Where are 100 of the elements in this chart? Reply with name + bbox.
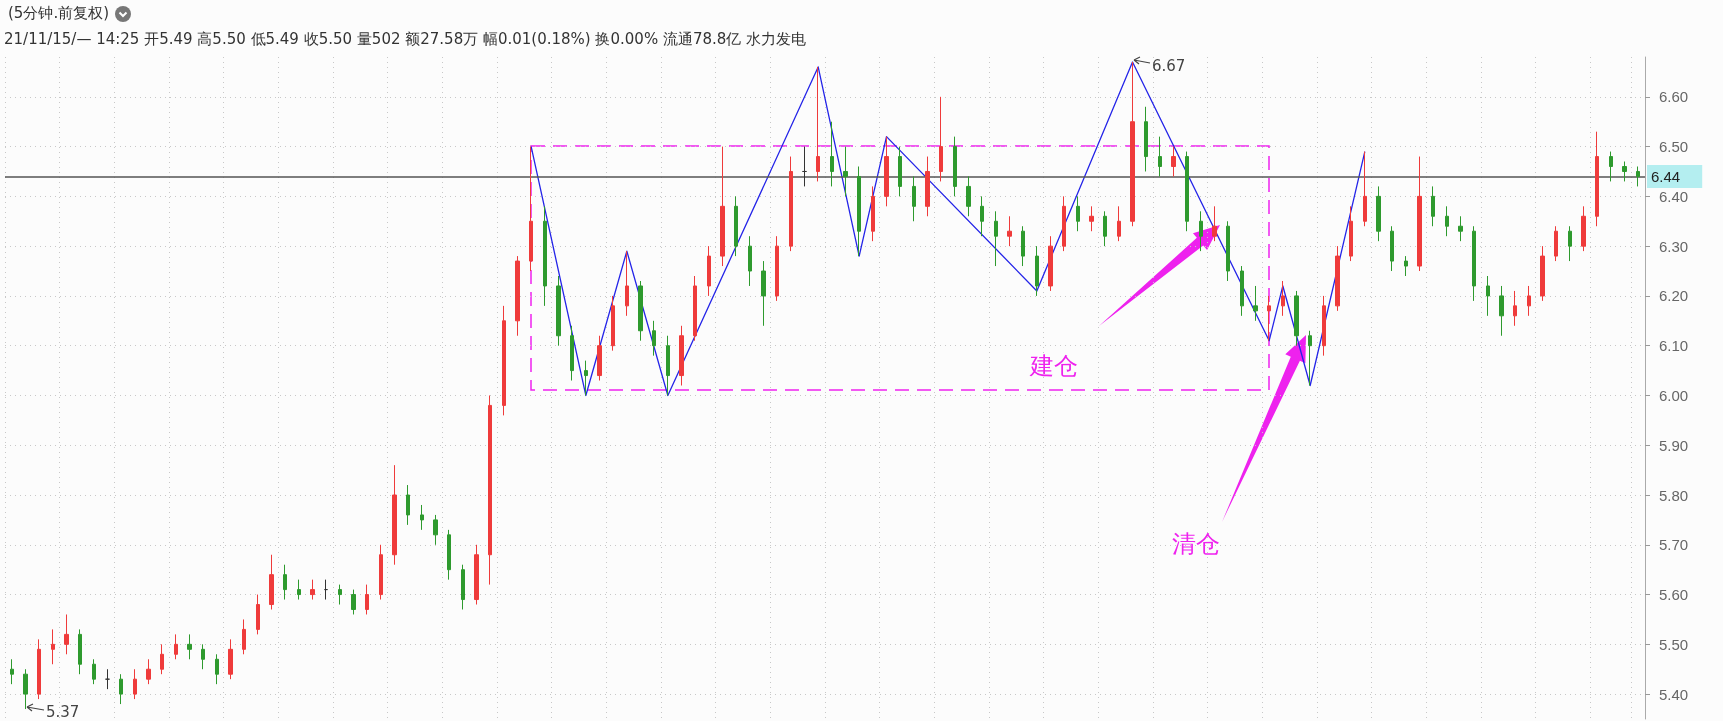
candlestick — [1103, 210, 1107, 247]
candlestick — [1076, 195, 1080, 232]
y-tick-label: 6.00 — [1659, 386, 1689, 404]
candlestick — [1212, 205, 1217, 242]
y-tick-label: 5.90 — [1659, 436, 1689, 454]
candlestick — [92, 658, 96, 685]
candlestick — [64, 613, 69, 655]
candlestick — [23, 668, 28, 710]
candlestick — [1226, 220, 1230, 282]
candlestick — [215, 653, 219, 685]
annotation: 5.37 — [46, 703, 80, 721]
candlestick — [515, 255, 520, 337]
candlestick — [1294, 290, 1299, 347]
candlestick — [1527, 285, 1531, 317]
y-tick-label: 5.70 — [1659, 536, 1689, 554]
candlestick — [1240, 265, 1244, 317]
y-tick-label: 5.50 — [1659, 635, 1689, 653]
candlestick — [133, 668, 137, 700]
candlestick — [1486, 275, 1490, 317]
y-tick-label: 6.40 — [1659, 187, 1689, 205]
candlestick — [1158, 136, 1162, 177]
y-tick-label: 5.80 — [1659, 486, 1689, 504]
candlestick — [1636, 166, 1640, 187]
candlestick — [1458, 215, 1463, 242]
candlestick — [1513, 290, 1517, 327]
candlestick — [1281, 280, 1285, 317]
candlestick — [488, 394, 492, 586]
candlestick — [748, 235, 752, 287]
candlestick — [1568, 225, 1572, 262]
candlestick — [1035, 245, 1039, 297]
candlestick — [324, 579, 328, 601]
candlestick — [1130, 61, 1135, 227]
candlestick — [775, 235, 779, 302]
candlestick — [37, 638, 41, 700]
candlestick — [857, 166, 861, 257]
candlestick — [338, 584, 342, 606]
candlestick — [1048, 235, 1053, 292]
candlestick — [310, 579, 315, 601]
candlestick — [146, 658, 151, 685]
candlestick — [420, 504, 424, 531]
candlestick — [1144, 106, 1148, 172]
candlestick — [830, 121, 834, 187]
candlestick — [543, 205, 547, 307]
candlestick — [1185, 151, 1189, 232]
candlestick — [228, 638, 233, 680]
candlestick — [10, 658, 14, 685]
y-tick-label: 5.60 — [1659, 586, 1689, 604]
candlestick — [679, 325, 684, 387]
candlestick — [1595, 131, 1599, 227]
candlestick — [980, 195, 984, 237]
candlestick — [1554, 225, 1558, 262]
candlestick — [884, 136, 889, 207]
candlestick — [119, 673, 123, 705]
candlestick — [1431, 185, 1435, 227]
candlestick — [406, 484, 410, 526]
candlestick — [474, 544, 479, 606]
candlestick — [1404, 255, 1408, 277]
candlestick — [966, 175, 971, 217]
candlestick — [953, 136, 957, 197]
candlestick — [816, 66, 820, 182]
candlestick — [1308, 330, 1312, 387]
y-tick-label: 6.30 — [1659, 237, 1689, 255]
candlestick — [898, 146, 902, 197]
candlestick — [256, 594, 260, 635]
candlestick — [570, 325, 574, 382]
candlestick — [1253, 285, 1258, 322]
y-tick-label: 6.60 — [1659, 88, 1689, 106]
candlestick — [1390, 225, 1394, 272]
candlestick — [269, 554, 274, 610]
y-tick-label: 5.40 — [1659, 685, 1689, 703]
candlestick — [1376, 185, 1381, 242]
candlestick — [1540, 245, 1545, 302]
candlestick — [1335, 245, 1340, 312]
candlestick — [51, 628, 55, 665]
candlestick — [584, 360, 588, 396]
candlestick — [693, 275, 697, 342]
candlestick — [201, 643, 205, 670]
candlestick — [1267, 295, 1271, 342]
candlestick — [720, 146, 725, 267]
candlestick — [1089, 205, 1094, 232]
annotation: 建仓 — [1030, 351, 1078, 382]
candlestick — [105, 668, 110, 690]
candlestick — [447, 529, 451, 581]
candlestick — [1472, 225, 1476, 302]
candlestick — [939, 96, 943, 182]
candlestick — [625, 250, 629, 317]
candlestick — [734, 195, 738, 257]
chart-title: (5分钟.前复权) — [8, 4, 110, 23]
candlestick — [1021, 225, 1025, 267]
candlestick — [802, 146, 807, 187]
candlestick — [597, 335, 602, 382]
y-tick-label: 6.20 — [1659, 287, 1689, 305]
candlestick — [652, 320, 656, 357]
candlestick — [638, 280, 643, 342]
candlestick — [994, 210, 998, 267]
candlestick — [160, 643, 164, 675]
candlestick — [365, 584, 369, 615]
annotation: 清仓 — [1172, 529, 1220, 560]
y-tick-label: 6.50 — [1659, 138, 1689, 156]
candlestick — [78, 628, 82, 675]
